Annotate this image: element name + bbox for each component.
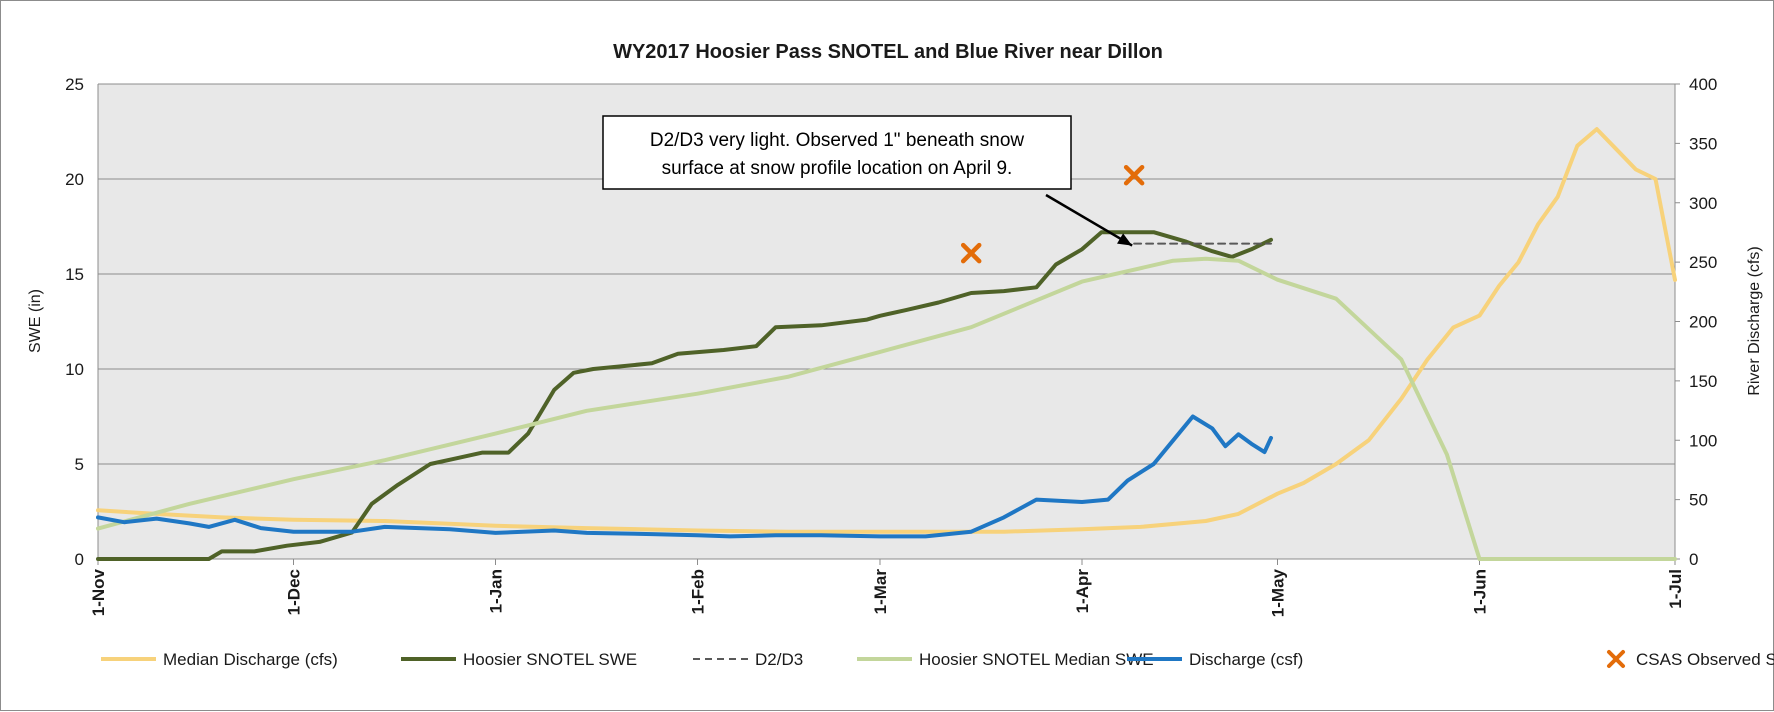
legend: Median Discharge (cfs) Hoosier SNOTEL SWE… <box>101 650 1774 669</box>
y2-tick-label: 50 <box>1689 491 1708 510</box>
y2-tick-label: 0 <box>1689 550 1698 569</box>
y-axis-right-title: River Discharge (cfs) <box>1746 246 1763 395</box>
legend-label: CSAS Observed SWE <box>1636 650 1774 669</box>
hoosier-snotel-median-swe-line <box>96 256 1677 561</box>
annotation-arrow <box>1045 193 1133 247</box>
legend-label: Hoosier SNOTEL SWE <box>463 650 637 669</box>
hoosier-snotel-swe-line <box>96 230 1273 561</box>
x-tick-label: 1-May <box>1268 568 1287 617</box>
x-tick-label: 1-Feb <box>689 569 708 614</box>
x-tick-label: 1-Dec <box>284 569 303 615</box>
csas-observed-swe-marker <box>960 242 982 264</box>
legend-label: Discharge (csf) <box>1189 650 1303 669</box>
y2-tick-label: 150 <box>1689 372 1717 391</box>
x-axis: 1-Nov 1-Dec 1-Jan 1-Feb 1-Mar 1-Apr 1-May 1-Jun… <box>89 558 1685 617</box>
y-tick-label: 0 <box>75 550 84 569</box>
legend-item-hoosier-snotel-swe: Hoosier SNOTEL SWE <box>401 650 637 669</box>
x-tick-label: 1-Jul <box>1666 569 1685 609</box>
x-tick-label: 1-Mar <box>871 569 890 615</box>
legend-label: D2/D3 <box>755 650 803 669</box>
y-tick-label: 5 <box>75 455 84 474</box>
y2-tick-label: 400 <box>1689 75 1717 94</box>
y2-tick-label: 200 <box>1689 313 1717 332</box>
legend-item-median-discharge-cfs: Median Discharge (cfs) <box>101 650 338 669</box>
y2-tick-label: 300 <box>1689 194 1717 213</box>
x-tick-label: 1-Nov <box>89 568 108 616</box>
legend-item-csas-observed-swe: CSAS Observed SWE <box>1607 650 1774 669</box>
legend-item-discharge-csf: Discharge (csf) <box>1127 650 1303 669</box>
y-tick-label: 20 <box>65 170 84 189</box>
legend-item-hoosier-snotel-median-swe: Hoosier SNOTEL Median SWE <box>857 650 1154 669</box>
chart-title: WY2017 Hoosier Pass SNOTEL and Blue Rive… <box>613 41 1163 63</box>
y-axis-left: 0 5 10 15 20 25 <box>65 75 99 569</box>
y-tick-label: 15 <box>65 265 84 284</box>
y-axis-left-title: SWE (in) <box>27 289 44 353</box>
y2-tick-label: 250 <box>1689 253 1717 272</box>
discharge-csf-line <box>96 414 1273 539</box>
x-tick-label: 1-Jun <box>1471 569 1490 614</box>
legend-label: Hoosier SNOTEL Median SWE <box>919 650 1154 669</box>
legend-swatch <box>1607 650 1625 668</box>
legend-item-d2-d3: D2/D3 <box>693 650 803 669</box>
annotation-box <box>602 115 1072 190</box>
median-discharge-cfs-line <box>96 127 1677 534</box>
y2-tick-label: 100 <box>1689 431 1717 450</box>
csas-observed-swe-marker <box>1123 164 1145 186</box>
annotation-arrowhead <box>1117 233 1133 246</box>
x-tick-label: 1-Apr <box>1073 569 1092 614</box>
annotation-text: surface at snow profile location on Apri… <box>662 158 1013 179</box>
y-tick-label: 10 <box>65 360 84 379</box>
annotation-text: D2/D3 very light. Observed 1" beneath sn… <box>650 130 1025 151</box>
y-axis-right: 0 50 100 150 200 250 300 350 400 <box>1674 75 1717 569</box>
y2-tick-label: 350 <box>1689 134 1717 153</box>
legend-label: Median Discharge (cfs) <box>163 650 338 669</box>
y-tick-label: 25 <box>65 75 84 94</box>
annotation: D2/D3 very light. Observed 1" beneath sn… <box>602 115 1133 247</box>
x-tick-label: 1-Jan <box>487 569 506 613</box>
series-layer <box>96 127 1677 561</box>
